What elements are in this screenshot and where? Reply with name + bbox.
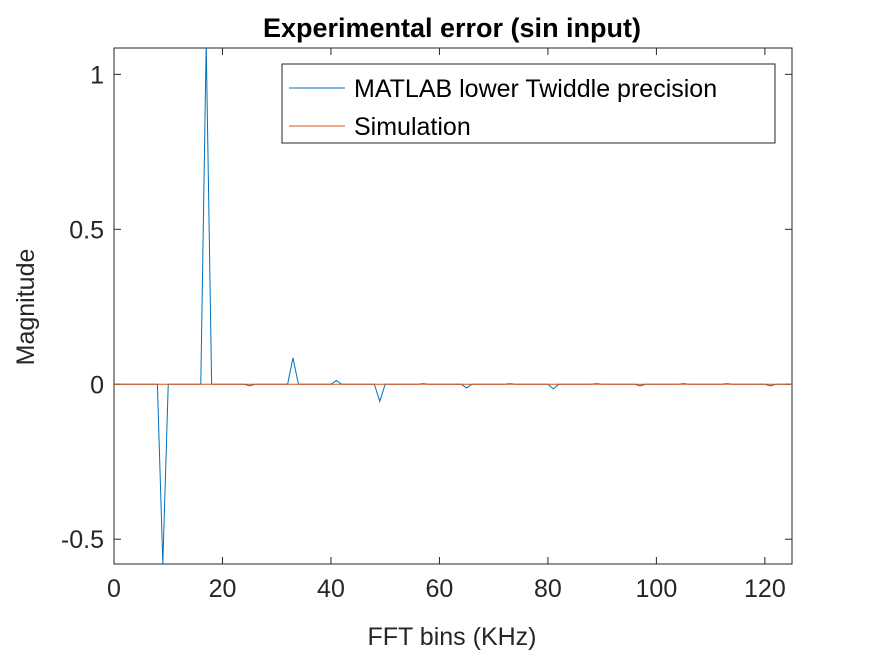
chart-title: Experimental error (sin input)	[263, 13, 641, 43]
y-tick-label: 1	[90, 61, 104, 89]
x-tick-label: 100	[636, 575, 678, 603]
x-tick-label: 80	[534, 575, 562, 603]
x-tick-label: 120	[744, 575, 786, 603]
y-tick-label: 0.5	[69, 216, 104, 244]
legend-label: MATLAB lower Twiddle precision	[354, 75, 717, 103]
x-tick-label: 40	[317, 575, 345, 603]
y-tick-label: -0.5	[61, 526, 104, 554]
x-tick-label: 60	[426, 575, 454, 603]
series-group	[114, 48, 792, 564]
legend-box	[281, 63, 776, 144]
x-tick-label: 20	[209, 575, 237, 603]
y-axis-label: Magnitude	[12, 249, 40, 366]
legend-label: Simulation	[354, 113, 471, 141]
y-tick-label: 0	[90, 371, 104, 399]
x-tick-label: 0	[107, 575, 121, 603]
x-axis-label: FFT bins (KHz)	[368, 623, 537, 651]
